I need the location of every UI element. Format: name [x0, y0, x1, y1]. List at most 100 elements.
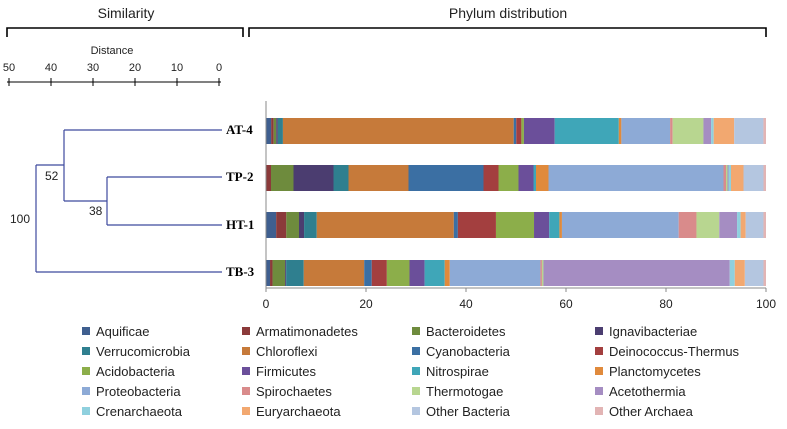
bar-segment-tb3-cyanobacteria	[364, 260, 372, 286]
phylum-distribution-title: Phylum distribution	[449, 5, 567, 21]
bar-segment-tp2-ignavibacteriae	[293, 165, 334, 191]
bar-segment-tp2-armatimonadetes	[266, 165, 271, 191]
bar-segment-at4-other-bacteria	[734, 118, 764, 144]
legend-swatch	[412, 387, 420, 395]
sample-label-ht1: HT-1	[226, 217, 254, 232]
legend-item-planctomycetes: Planctomycetes	[595, 364, 701, 379]
legend-label: Chloroflexi	[256, 344, 318, 359]
bar-segment-tb3-aquificae	[266, 260, 271, 286]
legend-label: Proteobacteria	[96, 384, 181, 399]
bar-segment-tb3-other-archaea	[763, 260, 766, 286]
legend-item-chloroflexi: Chloroflexi	[242, 344, 317, 359]
x-tick-label: 60	[559, 297, 573, 311]
bar-segment-tp2-thermotogae	[726, 165, 728, 191]
bar-segment-at4-spirochaetes	[670, 118, 673, 144]
bar-segment-ht1-armatimonadetes	[276, 212, 287, 238]
legend-label: Verrucomicrobia	[96, 344, 190, 359]
legend-swatch	[595, 387, 603, 395]
legend-label: Planctomycetes	[609, 364, 701, 379]
bar-segment-ht1-deinococcus-thermus	[457, 212, 496, 238]
bar-segment-ht1-chloroflexi	[316, 212, 454, 238]
legend-label: Crenarchaeota	[96, 404, 182, 419]
legend-item-thermotogae: Thermotogae	[412, 384, 503, 399]
legend-item-acetothermia: Acetothermia	[595, 384, 686, 399]
legend-label: Firmicutes	[256, 364, 316, 379]
bar-segment-at4-planctomycetes	[618, 118, 622, 144]
bar-segment-tb3-proteobacteria	[449, 260, 541, 286]
bar-segment-tb3-acidobacteria	[386, 260, 410, 286]
distance-tick-label: 40	[45, 62, 57, 74]
legend-label: Armatimonadetes	[256, 324, 358, 339]
bar-segment-at4-verrucomicrobia	[277, 118, 283, 144]
bar-segment-ht1-acetothermia	[719, 212, 738, 238]
bar-segment-tb3-nitrospirae	[424, 260, 445, 286]
bar-segment-ht1-proteobacteria	[561, 212, 679, 238]
node-label-100: 100	[10, 212, 30, 226]
bar-segment-tb3-deinococcus-thermus	[371, 260, 387, 286]
bar-segment-tp2-other-bacteria	[743, 165, 764, 191]
bar-segment-tb3-armatimonadetes	[270, 260, 273, 286]
sample-label-tb3: TB-3	[226, 264, 255, 279]
distance-tick-label: 20	[129, 62, 141, 74]
bar-segment-ht1-spirochaetes	[678, 212, 697, 238]
legend-item-aquificae: Aquificae	[82, 324, 149, 339]
legend-item-nitrospirae: Nitrospirae	[412, 364, 489, 379]
legend-swatch	[242, 387, 250, 395]
legend-label: Euryarchaeota	[256, 404, 341, 419]
bar-segment-tb3-spirochaetes	[540, 260, 542, 286]
legend-label: Acetothermia	[609, 384, 686, 399]
legend-swatch	[82, 327, 90, 335]
bar-segment-tb3-firmicutes	[409, 260, 425, 286]
similarity-bracket	[6, 27, 244, 37]
x-tick-label: 80	[659, 297, 673, 311]
bar-segment-at4-chloroflexi	[282, 118, 514, 144]
bar-segment-tb3-verrucomicrobia	[286, 260, 304, 286]
legend-label: Bacteroidetes	[426, 324, 506, 339]
bar-segment-tb3-acetothermia	[543, 260, 730, 286]
bar-segment-tp2-crenarchaeota	[728, 165, 731, 191]
bar-segment-at4-firmicutes	[523, 118, 555, 144]
distance-tick-label: 50	[3, 62, 15, 74]
x-tick-label: 20	[359, 297, 373, 311]
bar-segment-ht1-crenarchaeota	[737, 212, 741, 238]
bar-segment-tb3-euryarchaeota	[734, 260, 745, 286]
legend-swatch	[412, 327, 420, 335]
distance-tick-label: 10	[171, 62, 183, 74]
legend-label: Acidobacteria	[96, 364, 175, 379]
legend-swatch	[82, 347, 90, 355]
legend-swatch	[595, 367, 603, 375]
legend-item-ignavibacteriae: Ignavibacteriae	[595, 324, 697, 339]
bar-segment-at4-nitrospirae	[554, 118, 619, 144]
legend-item-firmicutes: Firmicutes	[242, 364, 316, 379]
bar-segment-tp2-proteobacteria	[548, 165, 724, 191]
distance-tick-label: 30	[87, 62, 99, 74]
bar-segment-tp2-cyanobacteria	[408, 165, 484, 191]
legend-swatch	[82, 367, 90, 375]
legend-label: Cyanobacteria	[426, 344, 510, 359]
legend-swatch	[82, 387, 90, 395]
bar-segment-tp2-bacteroidetes	[271, 165, 294, 191]
bar-segment-ht1-firmicutes	[534, 212, 550, 238]
bar-segment-tp2-other-archaea	[763, 165, 766, 191]
legend-label: Other Bacteria	[426, 404, 510, 419]
legend-item-bacteroidetes: Bacteroidetes	[412, 324, 506, 339]
legend-item-spirochaetes: Spirochaetes	[242, 384, 332, 399]
legend-label: Aquificae	[96, 324, 150, 339]
bar-segment-ht1-cyanobacteria	[453, 212, 458, 238]
bar-segment-tp2-chloroflexi	[348, 165, 409, 191]
bar-segment-ht1-acidobacteria	[495, 212, 535, 238]
bar-segment-tb3-crenarchaeota	[729, 260, 735, 286]
bar-segment-ht1-aquificae	[266, 212, 277, 238]
legend-swatch	[412, 407, 420, 415]
bar-segment-ht1-verrucomicrobia	[304, 212, 317, 238]
legend-label: Deinococcus-Thermus	[609, 344, 740, 359]
bar-segment-ht1-other-archaea	[763, 212, 766, 238]
legend-swatch	[412, 367, 420, 375]
legend-item-crenarchaeota: Crenarchaeota	[82, 404, 182, 419]
bar-segment-at4-acetothermia	[703, 118, 712, 144]
legend-label: Spirochaetes	[256, 384, 332, 399]
bar-segment-tb3-bacteroidetes	[272, 260, 286, 286]
legend-item-proteobacteria: Proteobacteria	[82, 384, 181, 399]
legend-item-armatimonadetes: Armatimonadetes	[242, 324, 358, 339]
bar-segment-at4-acidobacteria	[521, 118, 524, 144]
